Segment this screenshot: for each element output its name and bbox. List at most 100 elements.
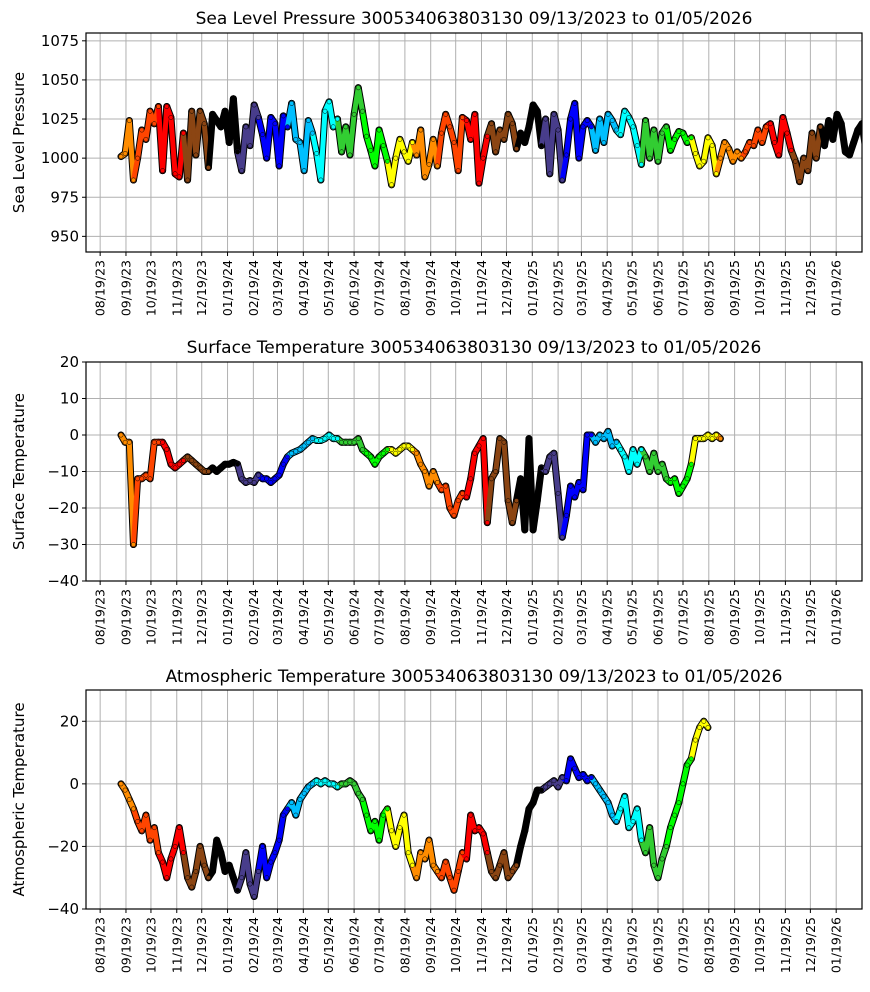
data-point — [272, 476, 278, 482]
data-point — [788, 147, 794, 153]
data-point — [751, 143, 757, 149]
series-segment — [164, 856, 174, 881]
y-tick-label: 0 — [69, 426, 79, 444]
data-point — [439, 487, 444, 493]
y-tick-label: −20 — [47, 499, 79, 517]
data-point — [335, 436, 340, 442]
series-segment — [447, 124, 457, 145]
data-point — [339, 781, 345, 787]
data-point — [497, 436, 503, 442]
data-point — [747, 140, 753, 145]
data-point — [260, 843, 265, 849]
data-point — [255, 472, 261, 478]
data-point — [484, 850, 490, 856]
data-point — [243, 850, 249, 856]
data-point — [414, 875, 419, 881]
data-point — [601, 436, 607, 442]
x-tick-label: 01/19/25 — [525, 589, 540, 645]
y-tick-label: 20 — [60, 712, 79, 730]
data-point — [155, 850, 161, 856]
data-point — [335, 784, 340, 790]
series-segment — [355, 85, 365, 114]
data-point — [126, 439, 132, 445]
data-point — [180, 130, 186, 136]
data-point — [647, 825, 653, 831]
series-segment — [130, 155, 141, 183]
data-point — [538, 787, 544, 793]
data-point — [526, 436, 532, 442]
y-tick-label: −40 — [47, 900, 79, 918]
data-point — [622, 108, 628, 114]
data-point — [605, 111, 611, 117]
data-point — [218, 850, 224, 856]
data-point — [251, 480, 257, 485]
data-point — [576, 480, 582, 485]
x-tick-label: 06/19/25 — [651, 917, 666, 973]
y-tick-label: 20 — [60, 353, 79, 371]
data-point — [864, 150, 868, 154]
data-point — [755, 127, 761, 133]
data-point — [514, 498, 519, 504]
series-segment — [393, 825, 403, 849]
data-point — [655, 158, 661, 164]
data-point — [563, 778, 569, 784]
series-segment — [135, 127, 145, 161]
x-tick-label: 05/19/24 — [321, 917, 336, 973]
x-tick-label: 05/19/25 — [625, 260, 640, 316]
series-segment — [663, 825, 673, 849]
data-point — [351, 439, 357, 445]
data-point — [489, 121, 494, 127]
data-point — [476, 180, 482, 186]
data-point — [172, 465, 178, 471]
data-point — [205, 875, 211, 881]
y-tick-label: −30 — [47, 536, 79, 554]
x-tick-label: 01/19/24 — [220, 589, 235, 645]
data-point — [422, 856, 428, 862]
x-tick-label: 09/19/24 — [423, 917, 438, 973]
series-segment — [526, 436, 536, 533]
data-point — [384, 806, 390, 812]
x-tick-label: 09/19/25 — [727, 917, 742, 973]
data-point — [459, 850, 465, 856]
series-segment — [647, 825, 657, 868]
data-point — [680, 483, 686, 489]
data-point — [180, 458, 186, 463]
data-point — [455, 498, 461, 504]
data-point — [534, 787, 540, 793]
series-segment — [484, 476, 494, 526]
series-segment — [180, 850, 191, 881]
series-segment — [151, 825, 161, 856]
data-point — [722, 140, 728, 145]
data-point — [526, 124, 532, 130]
series-segment — [522, 124, 532, 145]
data-point — [613, 127, 619, 133]
x-tick-label: 09/19/23 — [118, 917, 133, 973]
data-point — [326, 432, 332, 438]
series-outline — [858, 120, 862, 148]
data-point — [243, 124, 249, 130]
data-point — [651, 450, 657, 456]
data-point — [526, 806, 532, 812]
data-point — [131, 542, 136, 547]
series-segment — [160, 104, 170, 174]
series-segment — [434, 130, 445, 169]
data-point — [534, 498, 540, 504]
data-point — [147, 476, 153, 482]
data-point — [201, 862, 207, 868]
x-tick-label: 12/19/23 — [194, 589, 209, 645]
data-point — [193, 869, 199, 874]
data-point — [501, 850, 507, 856]
data-point — [426, 483, 432, 489]
data-point — [318, 438, 324, 443]
series-segment — [376, 812, 386, 843]
data-point — [372, 163, 378, 169]
data-point — [784, 130, 790, 136]
data-point — [634, 143, 640, 149]
data-point — [705, 725, 711, 730]
data-point — [314, 438, 320, 443]
data-point — [676, 490, 682, 496]
data-point — [222, 461, 228, 467]
x-tick-label: 02/19/25 — [551, 589, 566, 645]
x-tick-label: 08/19/23 — [93, 589, 108, 645]
x-tick-label: 02/19/24 — [246, 589, 261, 645]
